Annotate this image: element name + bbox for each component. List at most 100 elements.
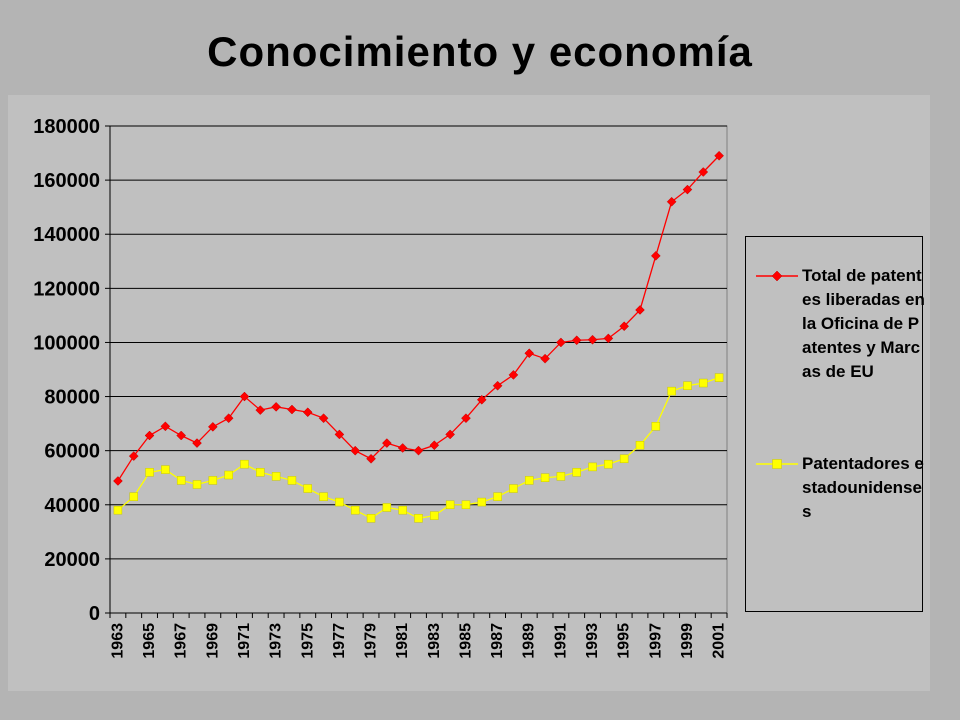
series-total <box>113 150 724 486</box>
data-point <box>208 476 218 485</box>
x-tick-label: 1995 <box>616 623 633 659</box>
data-point <box>160 421 171 432</box>
x-tick-label: 1993 <box>584 623 601 659</box>
y-tick-label: 120000 <box>33 278 100 300</box>
y-tick-label: 60000 <box>44 441 100 463</box>
data-point <box>461 500 471 510</box>
data-point <box>366 453 376 464</box>
data-point <box>445 500 455 510</box>
data-point <box>113 476 123 486</box>
data-point <box>398 505 407 515</box>
data-point <box>650 251 661 261</box>
x-tick-label: 1985 <box>457 623 474 659</box>
data-point <box>382 503 392 512</box>
data-point <box>556 472 566 481</box>
data-point <box>350 445 361 456</box>
page-title: Conocimiento y economía <box>207 28 753 75</box>
series-layer <box>113 150 724 523</box>
data-point <box>509 484 518 493</box>
data-point <box>176 476 186 485</box>
data-point <box>492 380 503 391</box>
data-point <box>540 473 550 482</box>
data-point <box>587 334 598 345</box>
data-point <box>176 430 187 441</box>
y-tick-label: 0 <box>89 603 100 625</box>
data-point <box>714 150 724 161</box>
data-point <box>207 422 218 432</box>
data-point <box>714 373 724 382</box>
data-point <box>224 470 233 480</box>
y-tick-label: 180000 <box>33 116 100 138</box>
data-point <box>303 484 313 493</box>
data-point <box>476 394 487 405</box>
x-tick-label: 1967 <box>173 623 190 659</box>
x-tick-label: 1965 <box>141 623 158 659</box>
data-point <box>698 167 709 177</box>
data-point <box>144 430 155 441</box>
data-point <box>128 451 139 461</box>
data-point <box>319 492 328 501</box>
legend-swatch-total <box>756 270 798 282</box>
axes <box>105 125 728 618</box>
data-point <box>414 514 423 523</box>
data-point <box>571 335 582 346</box>
data-point <box>651 422 661 431</box>
y-tick-label: 160000 <box>33 170 100 192</box>
legend: Total de patentes liberadas en la Oficin… <box>745 236 925 612</box>
data-point <box>667 386 676 396</box>
data-point <box>461 413 471 424</box>
data-point <box>508 370 519 380</box>
data-point <box>603 333 614 344</box>
x-tick-label: 2001 <box>711 623 728 659</box>
y-tick-label: 140000 <box>33 224 100 246</box>
x-tick-label: 1997 <box>647 623 664 659</box>
data-point <box>588 462 597 472</box>
data-point <box>699 378 708 388</box>
data-point <box>192 480 202 489</box>
y-tick-label: 40000 <box>44 495 100 517</box>
data-point <box>540 353 550 364</box>
x-tick-label: 1975 <box>299 623 316 659</box>
data-point <box>683 381 692 390</box>
x-tick-label: 1989 <box>521 623 538 659</box>
data-point <box>604 459 613 469</box>
data-point <box>287 476 297 485</box>
data-point <box>413 445 424 456</box>
data-point <box>556 337 566 348</box>
legend-label-us: Patentadores estadounidenses <box>802 454 924 521</box>
x-tick-label: 1969 <box>204 623 221 659</box>
data-point <box>318 413 329 424</box>
data-point <box>129 492 138 501</box>
y-tick-label: 100000 <box>33 332 100 354</box>
legend-label-total: Total de patentes liberadas en la Oficin… <box>802 266 925 381</box>
data-point <box>271 472 281 481</box>
data-point <box>161 465 170 474</box>
data-point <box>335 497 344 507</box>
x-tick-label: 1971 <box>236 623 253 659</box>
gridlines <box>110 125 727 560</box>
data-point <box>445 429 455 440</box>
x-tick-label: 1999 <box>679 623 696 659</box>
x-tick-label: 1987 <box>489 623 506 659</box>
data-point <box>430 511 439 520</box>
data-point <box>666 196 677 207</box>
data-point <box>287 404 297 415</box>
data-point <box>477 497 487 507</box>
data-point <box>366 514 376 523</box>
legend-swatch-us <box>756 459 798 469</box>
chart-panel: 0 20000 40000 60000 80000 100000 120000 140000 1… <box>8 95 930 691</box>
data-point <box>113 505 123 515</box>
x-tick-label: 1973 <box>268 623 285 659</box>
data-point <box>256 468 265 477</box>
data-point <box>429 440 440 451</box>
x-tick-label: 1991 <box>552 623 569 659</box>
line-chart: 0 20000 40000 60000 80000 100000 120000 140000 1… <box>33 116 728 659</box>
data-point <box>493 492 502 501</box>
data-point <box>682 184 693 195</box>
legend-entry-us: Patentadores estadounidenses <box>756 452 924 532</box>
x-tick-label: 1979 <box>363 623 380 659</box>
data-point <box>192 438 202 448</box>
data-point <box>302 407 313 418</box>
data-point <box>334 429 345 440</box>
data-point <box>572 468 581 477</box>
